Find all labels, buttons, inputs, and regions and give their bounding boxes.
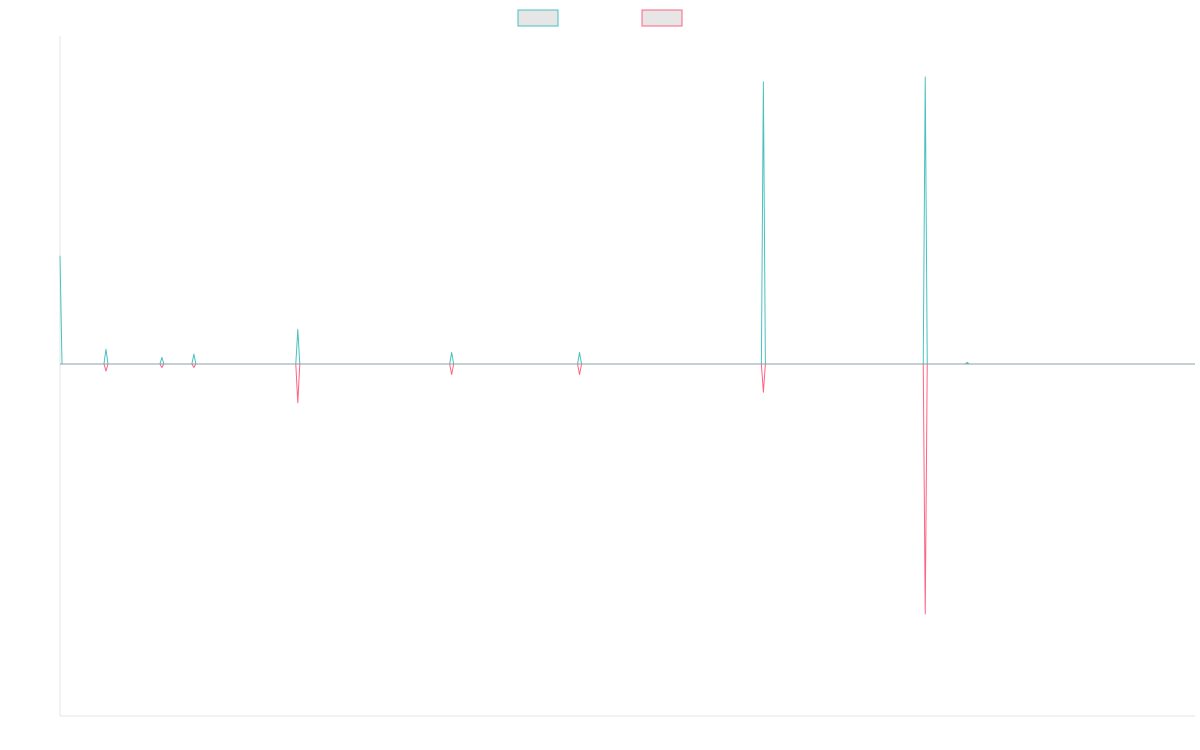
- legend: [517, 9, 683, 27]
- legend-swatch-2: [641, 9, 683, 27]
- axes: [59, 36, 1195, 717]
- legend-swatch-1: [517, 9, 559, 27]
- series-layer: [59, 76, 1195, 615]
- series-line-1: [59, 76, 1195, 365]
- series-line-2: [60, 363, 1195, 615]
